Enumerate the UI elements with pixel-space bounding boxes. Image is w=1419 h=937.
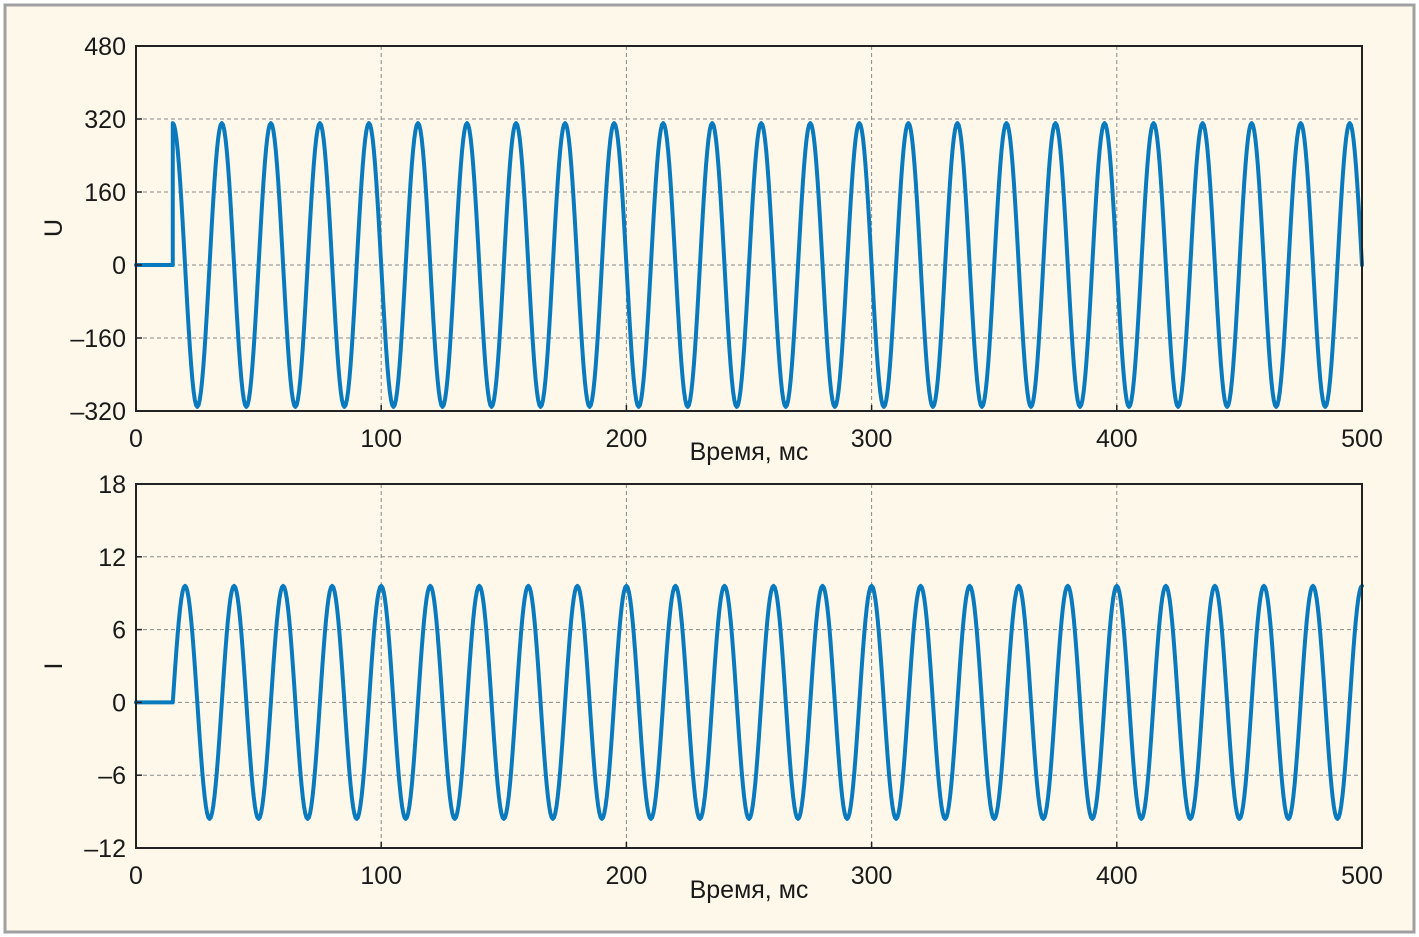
voltage-chart: 0 100 200 300 400 500 480 320 160 0 –160 –320 Время,… [40, 33, 1383, 466]
x-axis-label: Время, мс [690, 876, 809, 904]
y-tick-label: 160 [84, 179, 126, 207]
x-tick-label: 500 [1341, 425, 1383, 453]
plot-area [136, 484, 1362, 848]
y-tick-label: 18 [98, 471, 126, 499]
x-tick-label: 0 [129, 425, 143, 453]
y-tick-label: –6 [98, 762, 126, 790]
x-tick-label: 400 [1096, 425, 1138, 453]
plot-border [135, 483, 1363, 849]
x-axis-label: Время, мс [690, 438, 809, 466]
plot-border [135, 45, 1363, 412]
x-tick-label: 300 [851, 862, 893, 890]
x-tick-label: 0 [129, 862, 143, 890]
x-tick-label: 100 [360, 425, 402, 453]
x-tick-label: 200 [606, 425, 648, 453]
y-axis-label: I [40, 663, 68, 670]
y-tick-label: 320 [84, 106, 126, 134]
y-tick-label: 12 [98, 544, 126, 572]
series-line [134, 583, 1364, 821]
y-tick-label: 480 [84, 33, 126, 61]
current-chart: 0 100 200 300 400 500 18 12 6 0 –6 –12 Время, мс I [40, 471, 1383, 904]
x-tick-label: 400 [1096, 862, 1138, 890]
y-tick-label: 0 [112, 252, 126, 280]
y-tick-label: 0 [112, 689, 126, 717]
series-line [134, 121, 1364, 409]
x-tick-label: 200 [606, 862, 648, 890]
x-tick-label: 300 [851, 425, 893, 453]
y-tick-label: –320 [70, 398, 126, 426]
plot-area [136, 46, 1362, 411]
y-tick-label: –160 [70, 325, 126, 353]
y-axis-label: U [40, 219, 68, 237]
x-tick-label: 500 [1341, 862, 1383, 890]
x-tick-label: 100 [360, 862, 402, 890]
y-tick-label: –12 [84, 835, 126, 863]
y-tick-label: 6 [112, 617, 126, 645]
